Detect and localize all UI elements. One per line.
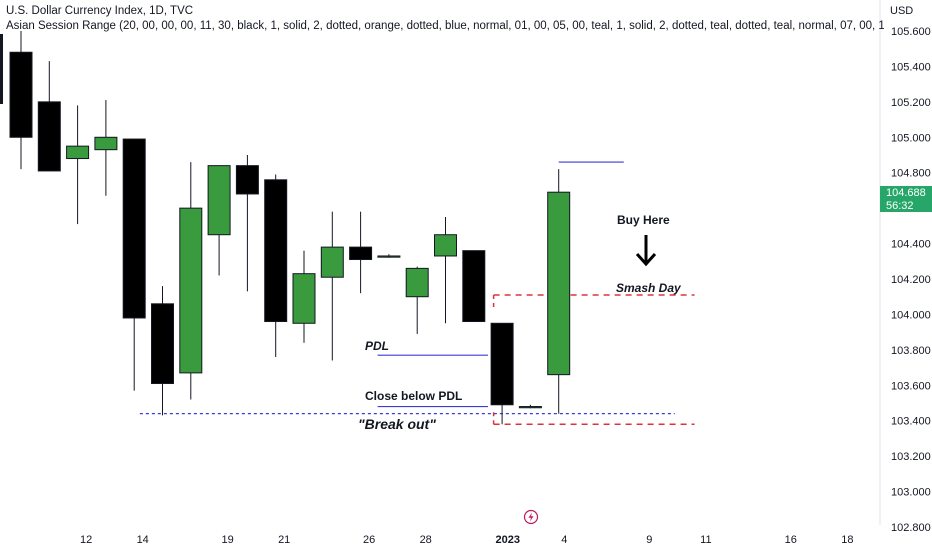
time-tick-label: 2023 (496, 534, 520, 546)
price-tick-label: 104.200 (891, 274, 931, 286)
indicator-legend[interactable]: Asian Session Range (20, 00, 00, 00, 11,… (6, 20, 884, 32)
current-price-badge: 104.688 (880, 186, 932, 200)
close-below-pdl-annotation[interactable]: Close below PDL (365, 389, 463, 403)
candle[interactable] (66, 105, 90, 225)
time-tick-label: 18 (841, 534, 853, 546)
candle-body (207, 165, 231, 236)
candle-body (151, 303, 174, 385)
price-tick-label: 104.000 (891, 309, 931, 321)
candle[interactable] (122, 138, 146, 391)
candle-body (349, 246, 373, 261)
price-tick-label: 103.800 (891, 345, 931, 357)
price-tick-label: 105.400 (891, 61, 931, 73)
price-tick-label: 103.600 (891, 380, 931, 392)
price-tick-label: 105.000 (891, 132, 931, 144)
price-tick-label: 105.200 (891, 97, 931, 109)
time-tick-label: 11 (700, 534, 711, 546)
left-edge-marker (0, 34, 3, 104)
candle-body (490, 322, 514, 406)
candle-body (37, 101, 61, 172)
candle-body (377, 255, 401, 258)
candle[interactable] (518, 404, 542, 409)
candle[interactable] (9, 31, 33, 170)
candle[interactable] (264, 174, 288, 357)
price-tick-label: 105.600 (891, 26, 931, 38)
lightning-icon[interactable] (523, 509, 539, 525)
candle[interactable] (207, 165, 231, 276)
price-tick-label: 102.800 (891, 522, 931, 534)
time-tick-label: 12 (80, 534, 92, 546)
candle[interactable] (179, 162, 203, 400)
candle[interactable] (37, 61, 61, 172)
currency-unit-label[interactable]: USD (890, 5, 914, 17)
candle[interactable] (377, 254, 401, 258)
time-tick-label: 4 (561, 534, 567, 546)
candle-body (94, 136, 118, 151)
candle-body (462, 250, 486, 323)
candle-body (9, 51, 33, 138)
price-tick-label: 103.200 (891, 451, 931, 463)
time-tick-label: 21 (278, 534, 290, 546)
candle-body (405, 267, 429, 298)
price-tick-label: 104.800 (891, 168, 931, 180)
time-tick-label: 14 (137, 534, 149, 546)
arrow-down-icon[interactable] (634, 233, 658, 269)
candle[interactable] (405, 266, 429, 334)
time-axis[interactable]: 12 14 19 21 26 28 2023 4 9 11 16 18 (80, 534, 854, 546)
candle[interactable] (94, 100, 118, 196)
candle-body (264, 179, 288, 323)
time-tick-label: 9 (646, 534, 652, 546)
price-tick-label: 104.400 (891, 239, 931, 251)
candle-body (518, 406, 542, 409)
chart-title: U.S. Dollar Currency Index, 1D, TVC (6, 5, 194, 17)
candle-body (66, 145, 90, 160)
candle[interactable] (434, 217, 457, 324)
price-tick-label: 103.400 (891, 416, 931, 428)
pdl-annotation[interactable]: PDL (365, 339, 389, 353)
level-lines (139, 161, 695, 426)
candle[interactable] (349, 211, 373, 294)
candle[interactable] (490, 322, 514, 425)
candle-body (235, 165, 259, 195)
buy-here-annotation[interactable]: Buy Here (617, 213, 670, 227)
candle-body (292, 273, 316, 324)
time-tick-label: 26 (363, 534, 375, 546)
candle-body (320, 246, 344, 278)
price-axis[interactable]: 105.600105.400105.200105.000104.800104.6… (891, 26, 931, 534)
candle-body (547, 191, 571, 376)
candle[interactable] (547, 169, 571, 414)
break-out-annotation[interactable]: "Break out" (358, 416, 436, 432)
bar-countdown-badge: 56:32 (880, 200, 932, 212)
price-tick-label: 103.000 (891, 487, 931, 499)
candle-body (179, 207, 203, 374)
smash-day-annotation[interactable]: Smash Day (616, 281, 681, 295)
candle[interactable] (235, 155, 259, 292)
candle-body (434, 234, 457, 257)
candle-body (122, 138, 146, 319)
candle[interactable] (320, 211, 344, 361)
time-tick-label: 28 (420, 534, 432, 546)
candle[interactable] (462, 250, 486, 323)
candle[interactable] (292, 250, 316, 343)
candle[interactable] (151, 286, 174, 416)
time-tick-label: 16 (785, 534, 797, 546)
time-tick-label: 19 (221, 534, 233, 546)
candlesticks (9, 31, 571, 425)
